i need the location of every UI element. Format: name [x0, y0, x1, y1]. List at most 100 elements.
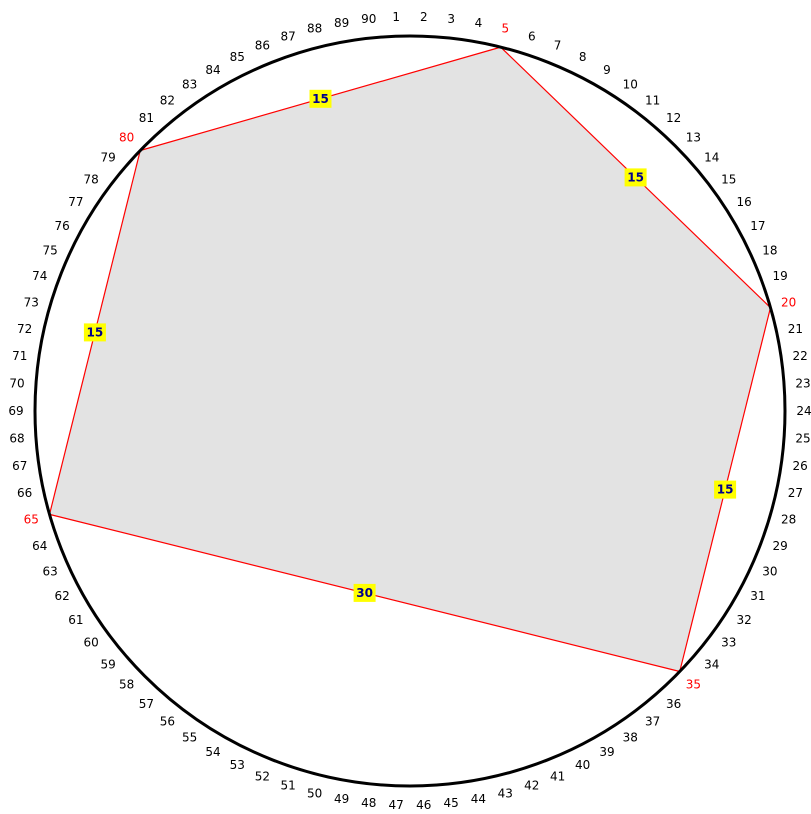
point-label: 85	[230, 50, 245, 64]
point-label: 75	[42, 244, 57, 258]
edge-length-badge: 15	[624, 168, 647, 187]
point-label: 6	[528, 29, 536, 43]
point-label: 83	[182, 77, 197, 91]
edge-length-badge: 15	[83, 323, 106, 342]
point-label: 22	[793, 349, 808, 363]
point-label: 33	[721, 636, 736, 650]
vertex-label: 20	[781, 295, 796, 309]
point-label: 21	[788, 322, 803, 336]
point-label: 44	[471, 792, 486, 806]
point-label: 32	[736, 613, 751, 627]
point-label: 53	[230, 758, 245, 772]
point-label: 77	[68, 195, 83, 209]
point-label: 18	[762, 244, 777, 258]
vertex-label: 80	[119, 130, 134, 144]
point-label: 13	[686, 130, 701, 144]
edge-length-badge-bg	[714, 480, 737, 499]
point-label: 88	[307, 22, 322, 36]
point-label: 47	[389, 798, 404, 809]
point-label: 52	[255, 769, 270, 783]
point-label: 62	[54, 589, 69, 603]
point-label: 4	[475, 16, 483, 30]
point-label: 69	[8, 404, 23, 418]
point-label: 76	[54, 219, 69, 233]
point-label: 72	[17, 322, 32, 336]
point-label: 29	[773, 539, 788, 553]
point-label: 79	[101, 151, 116, 165]
point-label: 39	[599, 745, 614, 759]
point-label: 84	[205, 63, 220, 77]
point-label: 71	[12, 349, 27, 363]
edge-length-label: 15	[87, 325, 104, 339]
point-label-layer: 1 2 3 4 567891011121314151617181920212223242…	[8, 10, 811, 812]
point-label: 25	[795, 432, 810, 446]
edge-label-layer: 15 15 30 15 15	[83, 89, 737, 602]
point-label: 26	[793, 459, 808, 473]
point-label: 15	[721, 172, 736, 186]
point-label: 16	[736, 195, 751, 209]
point-label: 41	[550, 769, 565, 783]
point-label: 38	[623, 731, 638, 745]
vertex-label: 35	[686, 678, 701, 692]
point-label: 23	[795, 377, 810, 391]
point-label: 12	[666, 111, 681, 125]
point-label: 31	[750, 589, 765, 603]
point-label: 81	[139, 111, 154, 125]
point-label: 67	[12, 459, 27, 473]
circle-layer	[33, 34, 787, 788]
edge-length-badge: 30	[353, 583, 376, 602]
edge-length-badge-bg	[309, 89, 332, 108]
edge-length-badge: 15	[309, 89, 332, 108]
point-label: 70	[9, 377, 24, 391]
edge-length-badge-bg	[353, 583, 376, 602]
point-label: 59	[101, 657, 116, 671]
point-label: 3	[447, 12, 455, 26]
point-label: 61	[68, 613, 83, 627]
point-label: 34	[704, 657, 719, 671]
point-label: 58	[119, 678, 134, 692]
vertex-label: 5	[501, 22, 509, 36]
edge-length-label: 15	[627, 170, 644, 184]
point-label: 68	[9, 432, 24, 446]
point-label: 28	[781, 513, 796, 527]
point-label: 63	[42, 564, 57, 578]
point-label: 45	[444, 796, 459, 809]
point-label: 17	[750, 219, 765, 233]
point-label: 24	[796, 404, 811, 418]
point-label: 66	[17, 486, 32, 500]
point-label: 49	[334, 792, 349, 806]
point-label: 51	[281, 779, 296, 793]
point-label: 9	[603, 63, 611, 77]
edge-length-label: 15	[717, 483, 734, 497]
point-label: 73	[24, 295, 39, 309]
point-label: 37	[645, 715, 660, 729]
point-label: 46	[416, 798, 431, 809]
point-label: 57	[139, 697, 154, 711]
polygon-layer	[48, 46, 772, 673]
point-label: 74	[32, 269, 47, 283]
point-label: 54	[205, 745, 220, 759]
point-label: 90	[361, 12, 376, 26]
edge-length-label: 30	[356, 586, 373, 600]
point-label: 64	[32, 539, 47, 553]
point-label: 55	[182, 731, 197, 745]
edge-length-badge-bg	[624, 168, 647, 187]
point-label: 30	[762, 564, 777, 578]
point-label: 50	[307, 786, 322, 800]
point-label: 36	[666, 697, 681, 711]
point-label: 43	[498, 786, 513, 800]
point-label: 78	[84, 172, 99, 186]
point-label: 86	[255, 39, 270, 53]
edge-length-badge: 15	[714, 480, 737, 499]
edge-length-badge-bg	[83, 323, 106, 342]
point-label: 7	[554, 39, 562, 53]
point-label: 8	[579, 50, 587, 64]
point-label: 19	[773, 269, 788, 283]
point-label: 60	[84, 636, 99, 650]
point-label: 56	[160, 715, 175, 729]
shaded-polygon	[49, 47, 771, 672]
point-label: 89	[334, 16, 349, 30]
point-label: 2	[420, 10, 428, 24]
point-label: 1	[392, 10, 400, 24]
